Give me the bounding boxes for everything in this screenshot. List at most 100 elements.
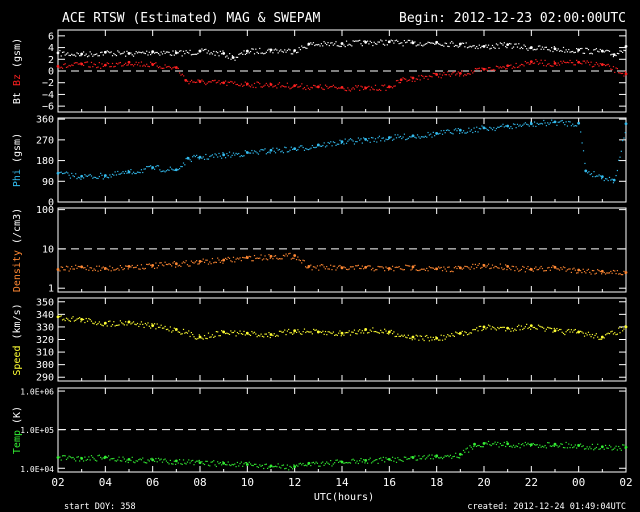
interp-point bbox=[385, 138, 387, 140]
interp-point bbox=[351, 45, 353, 47]
interp-point bbox=[171, 68, 173, 70]
interp-point bbox=[440, 334, 442, 336]
interp-point bbox=[441, 44, 444, 46]
interp-point bbox=[280, 258, 282, 260]
interp-point bbox=[288, 151, 290, 153]
interp-point bbox=[623, 49, 625, 51]
interp-point bbox=[306, 330, 308, 333]
interp-point bbox=[428, 266, 430, 268]
interp-point bbox=[399, 335, 402, 337]
interp-point bbox=[535, 444, 537, 446]
interp-point bbox=[276, 334, 278, 336]
interp-point bbox=[395, 461, 398, 463]
interp-point bbox=[349, 138, 352, 140]
interp-point bbox=[345, 90, 348, 92]
interp-point bbox=[485, 266, 487, 268]
interp-point bbox=[487, 324, 490, 326]
interp-point bbox=[437, 266, 440, 268]
interp-point bbox=[435, 336, 437, 338]
interp-point bbox=[487, 129, 490, 131]
data-point bbox=[127, 60, 131, 64]
interp-point bbox=[437, 43, 440, 45]
interp-point bbox=[284, 86, 286, 88]
interp-point bbox=[299, 48, 302, 51]
interp-point bbox=[169, 166, 171, 168]
interp-point bbox=[355, 140, 357, 143]
interp-point bbox=[253, 331, 256, 333]
interp-point bbox=[573, 329, 575, 331]
interp-point bbox=[281, 331, 283, 333]
interp-point bbox=[142, 51, 144, 53]
interp-point bbox=[565, 62, 567, 64]
interp-point bbox=[465, 265, 467, 268]
interp-point bbox=[502, 123, 504, 125]
panel-frame bbox=[57, 297, 627, 382]
interp-point bbox=[197, 263, 199, 265]
interp-point bbox=[576, 447, 578, 449]
data-point bbox=[151, 63, 155, 66]
interp-point bbox=[110, 458, 112, 460]
data-point bbox=[506, 326, 510, 330]
interp-point bbox=[574, 328, 576, 331]
interp-point bbox=[437, 339, 440, 341]
data-point bbox=[269, 333, 273, 336]
interp-point bbox=[407, 79, 409, 82]
interp-point bbox=[595, 175, 598, 177]
interp-point bbox=[280, 86, 282, 88]
interp-point bbox=[423, 268, 425, 270]
interp-point bbox=[246, 84, 248, 86]
interp-point bbox=[71, 64, 73, 66]
y-axis-label-part: Speed bbox=[12, 346, 23, 376]
y-tick-label: 1 bbox=[48, 284, 54, 295]
interp-point bbox=[75, 264, 77, 266]
interp-point bbox=[386, 267, 388, 269]
interp-point bbox=[544, 270, 546, 272]
interp-point bbox=[322, 264, 324, 266]
interp-point bbox=[218, 55, 220, 57]
interp-point bbox=[276, 87, 278, 89]
interp-point bbox=[533, 326, 536, 329]
interp-point bbox=[349, 44, 352, 46]
interp-point bbox=[539, 325, 541, 327]
interp-point bbox=[121, 322, 123, 324]
interp-point bbox=[385, 266, 387, 268]
interp-point bbox=[71, 317, 73, 319]
interp-point bbox=[130, 266, 132, 268]
interp-point bbox=[332, 331, 334, 333]
interp-point bbox=[88, 269, 90, 271]
interp-point bbox=[117, 267, 119, 270]
interp-point bbox=[182, 459, 185, 461]
interp-point bbox=[437, 76, 440, 78]
interp-point bbox=[281, 50, 283, 53]
interp-point bbox=[539, 123, 541, 125]
interp-point bbox=[524, 122, 526, 124]
interp-point bbox=[210, 263, 212, 265]
interp-point bbox=[207, 332, 210, 334]
interp-point bbox=[376, 458, 378, 461]
interp-point bbox=[324, 330, 327, 333]
interp-point bbox=[564, 267, 566, 269]
interp-point bbox=[210, 461, 212, 463]
interp-point bbox=[255, 48, 257, 50]
interp-point bbox=[406, 337, 408, 339]
interp-point bbox=[561, 268, 563, 270]
interp-point bbox=[297, 149, 299, 151]
interp-point bbox=[441, 458, 444, 460]
interp-point bbox=[86, 56, 89, 58]
interp-point bbox=[499, 42, 501, 44]
interp-point bbox=[547, 442, 549, 444]
interp-point bbox=[188, 330, 190, 332]
interp-point bbox=[60, 171, 62, 173]
interp-point bbox=[131, 173, 133, 175]
interp-point bbox=[489, 67, 491, 69]
data-point bbox=[127, 52, 131, 55]
interp-point bbox=[373, 140, 375, 142]
data-point bbox=[184, 78, 188, 82]
interp-point bbox=[444, 132, 446, 134]
interp-point bbox=[615, 67, 617, 69]
interp-point bbox=[143, 64, 145, 66]
interp-point bbox=[253, 463, 256, 465]
interp-point bbox=[360, 458, 362, 460]
interp-point bbox=[363, 268, 365, 270]
data-point bbox=[80, 62, 84, 66]
